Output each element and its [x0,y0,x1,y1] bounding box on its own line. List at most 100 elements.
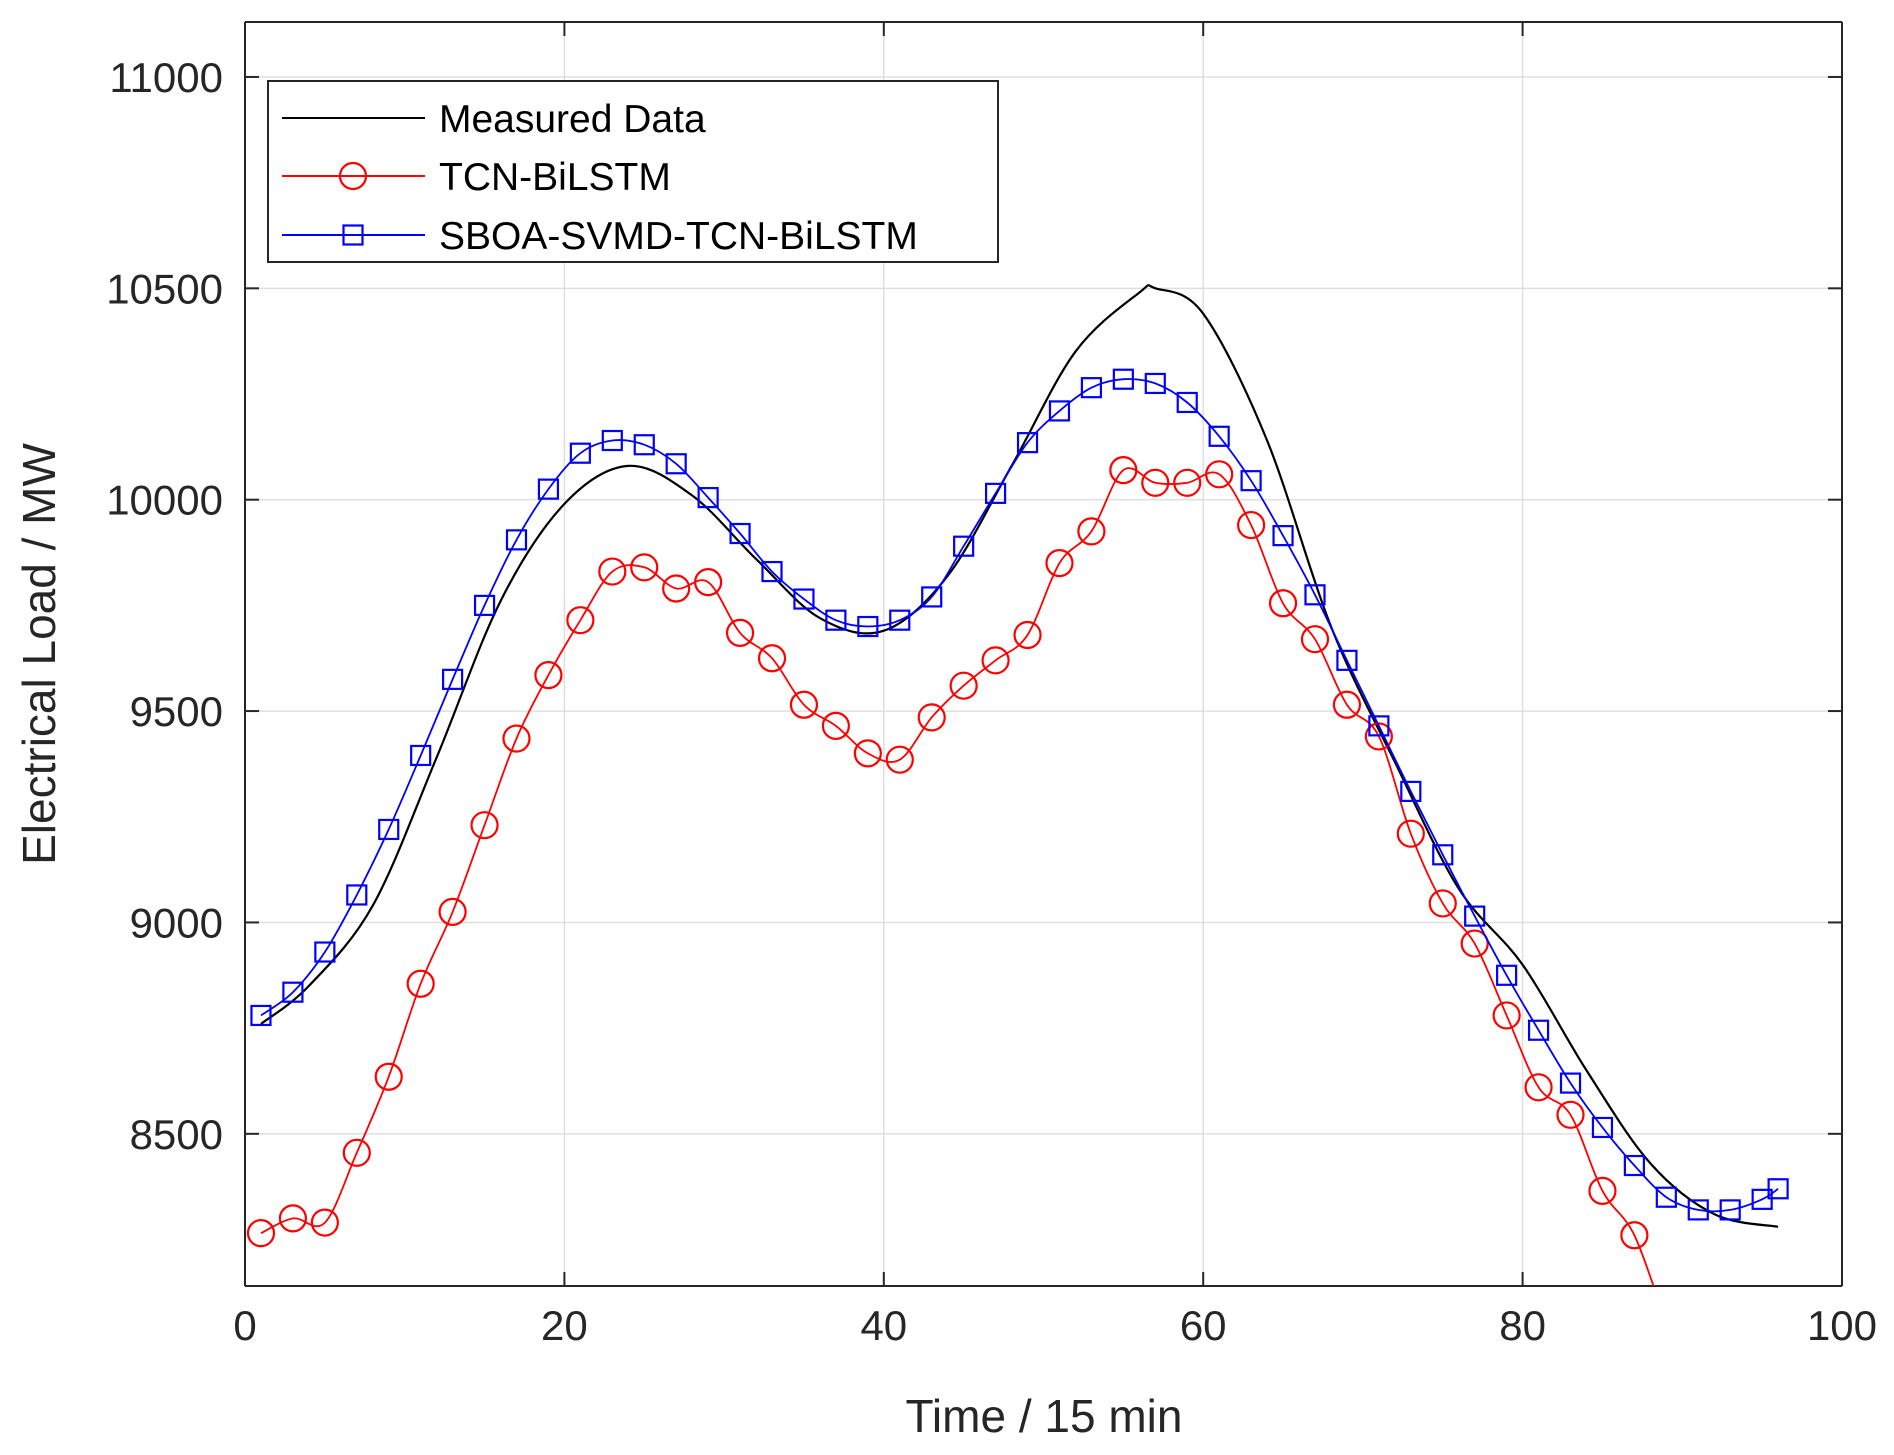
y-tick-label: 10500 [106,265,223,312]
data-point-square [761,560,783,583]
legend-swatch-marker [342,224,364,246]
data-point-circle [885,745,914,774]
data-point-square [1400,780,1422,802]
legend-entry: TCN-BiLSTM [282,156,671,199]
y-tick-label: 8500 [130,1111,223,1158]
data-point-square [410,744,432,767]
data-point-square [984,482,1007,504]
x-tick-label: 60 [1180,1302,1227,1349]
data-point-square [1368,715,1390,737]
y-axis-title: Electrical Load / MW [13,443,65,865]
data-point-square [889,609,911,631]
data-point-square [1112,368,1134,390]
data-point-square [1687,1199,1709,1221]
data-point-square [1144,372,1166,395]
series-tcn-bilstm [246,456,1655,1286]
data-point-circle [1300,625,1330,654]
data-point-circle [1588,1176,1617,1205]
data-point-square [1048,400,1071,422]
data-point-square [921,586,943,608]
data-point-circle [1173,468,1202,497]
data-point-circle [725,618,755,647]
data-point-circle [757,644,787,673]
legend-label: Measured Data [439,98,706,141]
data-point-circle [598,557,627,586]
data-point-square [601,429,623,452]
data-point-circle [821,711,850,740]
data-point-circle [1556,1100,1585,1129]
series-line [260,284,1779,1228]
data-point-square [1176,391,1198,414]
data-point-circle [789,690,819,719]
data-point-circle [246,1219,276,1248]
tick-labels: 0 20 40 60 80 100 8500 9000 9500 10000 10500 11000 [106,54,1877,1349]
data-point-square [1432,844,1454,866]
data-point-square [378,818,400,841]
x-tick-label: 100 [1807,1302,1877,1349]
y-tick-label: 9500 [130,688,223,735]
data-point-square [1767,1178,1789,1200]
series-layer [246,284,1789,1286]
data-point-circle [342,1138,371,1167]
data-point-circle [1237,510,1266,540]
data-point-square [1304,584,1326,606]
data-point-circle [981,646,1010,675]
x-tick-label: 20 [541,1302,588,1349]
data-point-square [505,529,528,551]
data-point-circle [1332,690,1362,719]
data-point-square [1016,432,1039,454]
data-point-square [1655,1186,1677,1208]
data-point-square [282,981,304,1003]
x-tick-label: 0 [233,1302,256,1349]
y-tick-label: 10000 [106,477,223,524]
data-point-square [250,1004,272,1027]
data-point-circle [694,568,723,597]
legend-entry: SBOA-SVMD-TCN-BiLSTM [282,215,918,258]
data-point-circle [917,703,946,732]
data-point-circle [1205,460,1234,489]
data-point-circle [1524,1073,1553,1102]
x-tick-label: 40 [860,1302,907,1349]
data-point-square [1591,1116,1614,1139]
data-point-square [1623,1154,1645,1177]
data-point-square [442,668,464,690]
data-point-circle [278,1204,308,1233]
data-point-square [1559,1072,1582,1094]
data-point-circle [662,574,691,603]
data-point-circle [1620,1221,1649,1250]
data-point-circle [1492,1001,1521,1030]
data-point-circle [438,897,467,926]
data-point-square [569,442,591,464]
data-point-square [1080,377,1103,399]
data-point-square [1719,1199,1741,1221]
data-point-circle [630,553,659,582]
data-point-circle [949,671,978,700]
legend-entries: Measured Data TCN-BiLSTM SBOA-SVMD-TCN-BiL… [282,98,918,258]
data-point-circle [406,969,435,998]
data-point-circle [1077,517,1106,546]
data-point-circle [534,661,563,690]
data-point-square [697,486,719,509]
axes [244,21,1843,1287]
data-point-circle [566,606,595,635]
data-point-square [953,535,975,557]
x-tick-label: 80 [1499,1302,1546,1349]
data-point-square [1336,649,1358,671]
data-point-square [346,884,368,906]
data-point-square [1496,964,1518,986]
data-point-square [665,453,687,475]
data-point-square [473,594,496,616]
data-point-square [1464,905,1486,927]
data-point-circle [1109,456,1138,485]
data-point-square [857,615,879,638]
data-point-circle [374,1062,403,1091]
data-point-circle [1396,819,1425,848]
data-point-circle [1460,929,1489,958]
data-point-circle [1045,549,1074,578]
data-point-circle [1013,620,1042,650]
series-sboa-svmd-tcn-bilstm [250,368,1789,1221]
legend-label: TCN-BiLSTM [439,156,671,199]
legend-swatch-marker [338,161,368,191]
data-point-circle [310,1208,339,1237]
